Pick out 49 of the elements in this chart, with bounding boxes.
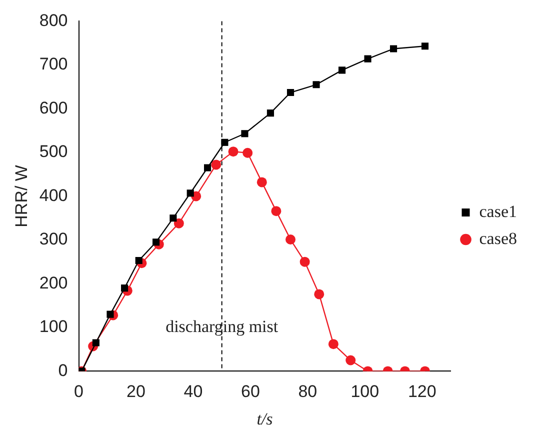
point <box>338 66 346 74</box>
point <box>314 289 324 300</box>
x-axis-title: t/s <box>256 409 274 428</box>
point <box>271 206 282 216</box>
point <box>364 55 372 62</box>
y-tick-label: 200 <box>39 273 68 292</box>
point <box>328 339 338 350</box>
x-tick-label: 80 <box>298 382 318 402</box>
legend-label: case1 <box>479 202 518 221</box>
point <box>228 146 238 157</box>
y-tick-label: 500 <box>39 142 68 162</box>
point <box>121 284 128 292</box>
y-tick-label: 800 <box>39 10 68 30</box>
point <box>286 88 294 96</box>
x-tick-label: 60 <box>240 382 260 402</box>
annotation: discharging mist <box>166 316 278 336</box>
point <box>421 42 429 50</box>
point <box>204 164 212 172</box>
y-tick-label: 0 <box>58 360 68 380</box>
x-tick-label: 20 <box>126 382 146 402</box>
point <box>152 238 160 246</box>
point <box>106 310 114 318</box>
x-tick-label: 0 <box>74 382 84 402</box>
point <box>221 138 228 146</box>
y-tick-label: 100 <box>39 317 68 336</box>
point <box>241 130 248 138</box>
x-tick-label: 120 <box>408 382 436 402</box>
legend-label: case8 <box>479 228 518 248</box>
point <box>211 160 222 170</box>
point <box>346 355 356 366</box>
y-tick-label: 400 <box>39 186 68 205</box>
x-tick-label: 40 <box>184 382 203 402</box>
y-tick-label: 700 <box>39 54 68 74</box>
point <box>186 190 194 197</box>
y-axis-title: HRR/ W <box>12 165 31 228</box>
point <box>242 148 253 158</box>
x-tick-label: 100 <box>350 382 380 402</box>
point <box>390 45 398 52</box>
point <box>266 110 274 117</box>
point <box>170 214 177 222</box>
point <box>312 81 320 88</box>
point <box>300 256 310 267</box>
point <box>135 256 142 264</box>
y-tick-label: 600 <box>39 98 68 118</box>
y-tick-label: 300 <box>39 230 68 249</box>
point <box>256 177 267 188</box>
point <box>286 234 296 245</box>
point <box>92 339 100 346</box>
point <box>174 218 184 228</box>
